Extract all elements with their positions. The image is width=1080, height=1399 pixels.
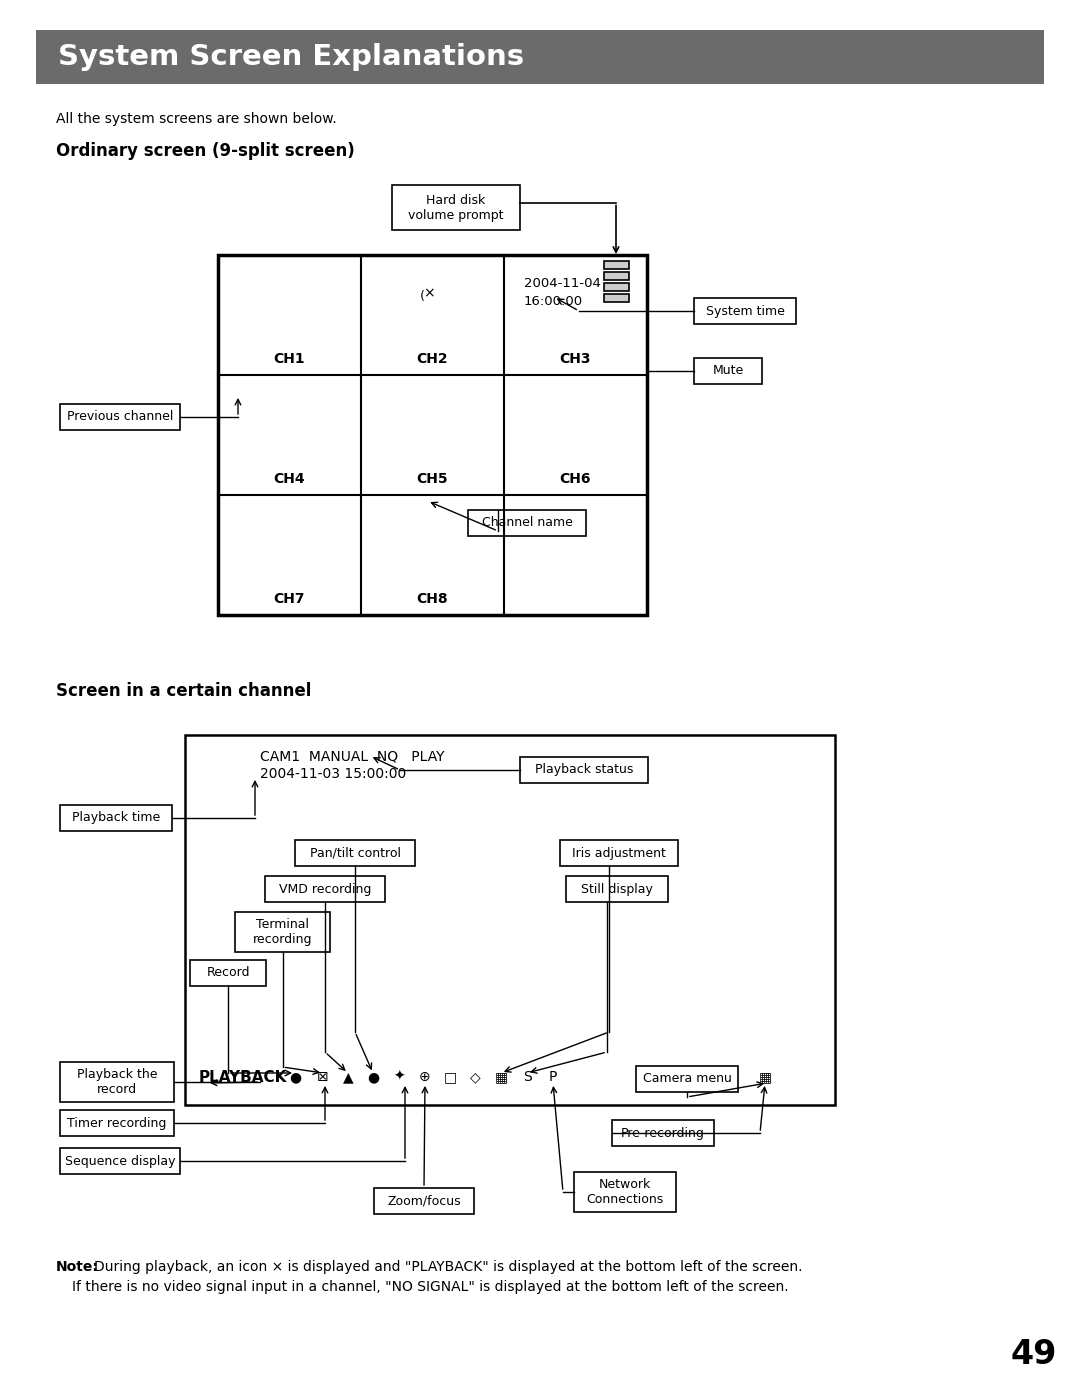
Text: Channel name: Channel name — [482, 516, 572, 529]
Text: CH1: CH1 — [273, 353, 306, 367]
Text: CH8: CH8 — [417, 592, 448, 606]
Bar — [60, 804, 172, 831]
Bar — [60, 1062, 174, 1102]
Bar — [468, 511, 586, 536]
Text: Still display: Still display — [581, 883, 653, 895]
Bar — [694, 358, 762, 383]
Bar — [265, 876, 384, 902]
Text: Playback time: Playback time — [72, 811, 160, 824]
Bar — [604, 271, 629, 280]
Bar — [612, 1121, 714, 1146]
Bar — [566, 876, 669, 902]
Bar — [36, 29, 1044, 84]
Text: CH7: CH7 — [273, 592, 306, 606]
Text: Playback the
record: Playback the record — [77, 1067, 158, 1095]
Text: Mute: Mute — [713, 365, 744, 378]
Text: ◇: ◇ — [470, 1070, 481, 1084]
Bar — [185, 734, 835, 1105]
Text: Sequence display: Sequence display — [65, 1154, 175, 1168]
Text: System Screen Explanations: System Screen Explanations — [58, 43, 524, 71]
Bar — [561, 839, 678, 866]
Text: Previous channel: Previous channel — [67, 410, 173, 424]
Text: Zoom/focus: Zoom/focus — [388, 1195, 461, 1207]
Bar — [218, 255, 647, 616]
Text: Playback status: Playback status — [535, 764, 633, 776]
Text: ⊕: ⊕ — [419, 1070, 431, 1084]
Text: Ordinary screen (9-split screen): Ordinary screen (9-split screen) — [56, 143, 354, 159]
Text: ▦: ▦ — [758, 1070, 771, 1084]
Text: CH2: CH2 — [417, 353, 448, 367]
Text: ✦: ✦ — [393, 1070, 405, 1084]
Bar — [60, 404, 180, 429]
Text: CAM1  MANUAL  NQ   PLAY: CAM1 MANUAL NQ PLAY — [260, 748, 445, 762]
Text: ●: ● — [367, 1070, 379, 1084]
Text: ▲: ▲ — [342, 1070, 353, 1084]
Text: ×: × — [423, 285, 435, 299]
Text: All the system screens are shown below.: All the system screens are shown below. — [56, 112, 337, 126]
Text: 16:00:00: 16:00:00 — [524, 295, 583, 308]
Bar — [392, 185, 519, 229]
Text: Record: Record — [206, 967, 249, 979]
Bar — [604, 294, 629, 302]
Text: During playback, an icon × is displayed and "PLAYBACK" is displayed at the botto: During playback, an icon × is displayed … — [94, 1260, 802, 1274]
Text: Terminal
recording: Terminal recording — [253, 918, 312, 946]
Text: CH3: CH3 — [559, 353, 591, 367]
Text: Screen in a certain channel: Screen in a certain channel — [56, 681, 311, 700]
Text: CH6: CH6 — [559, 471, 591, 485]
Text: S: S — [523, 1070, 531, 1084]
Text: ●: ● — [289, 1070, 301, 1084]
Bar — [235, 912, 330, 951]
Bar — [60, 1109, 174, 1136]
Bar — [694, 298, 796, 325]
Text: Camera menu: Camera menu — [643, 1073, 731, 1086]
Bar — [295, 839, 415, 866]
Text: Pre-recording: Pre-recording — [621, 1126, 705, 1140]
Text: Timer recording: Timer recording — [67, 1116, 166, 1129]
Text: If there is no video signal input in a channel, "NO SIGNAL" is displayed at the : If there is no video signal input in a c… — [72, 1280, 788, 1294]
Text: □: □ — [444, 1070, 457, 1084]
Bar — [190, 960, 266, 986]
Bar — [573, 1172, 676, 1212]
Bar — [519, 757, 648, 783]
Text: CH4: CH4 — [273, 471, 306, 485]
Text: PLAYBACK: PLAYBACK — [199, 1069, 287, 1084]
Text: CH5: CH5 — [417, 471, 448, 485]
Text: ): ) — [419, 287, 423, 299]
Text: VMD recording: VMD recording — [279, 883, 372, 895]
Bar — [636, 1066, 738, 1093]
Text: Note:: Note: — [56, 1260, 99, 1274]
Text: Iris adjustment: Iris adjustment — [572, 846, 666, 859]
Text: System time: System time — [705, 305, 784, 318]
Text: Pan/tilt control: Pan/tilt control — [310, 846, 401, 859]
Text: P: P — [549, 1070, 557, 1084]
Text: 2004-11-04: 2004-11-04 — [524, 277, 600, 290]
Text: Hard disk
volume prompt: Hard disk volume prompt — [408, 193, 503, 221]
Text: 49: 49 — [1011, 1339, 1057, 1371]
Text: 2004-11-03 15:00:00: 2004-11-03 15:00:00 — [260, 767, 406, 781]
Bar — [604, 283, 629, 291]
Bar — [374, 1188, 474, 1214]
Text: ▦: ▦ — [495, 1070, 508, 1084]
Bar — [60, 1149, 180, 1174]
Bar — [604, 262, 629, 269]
Text: ⊠: ⊠ — [318, 1070, 328, 1084]
Text: Network
Connections: Network Connections — [586, 1178, 663, 1206]
